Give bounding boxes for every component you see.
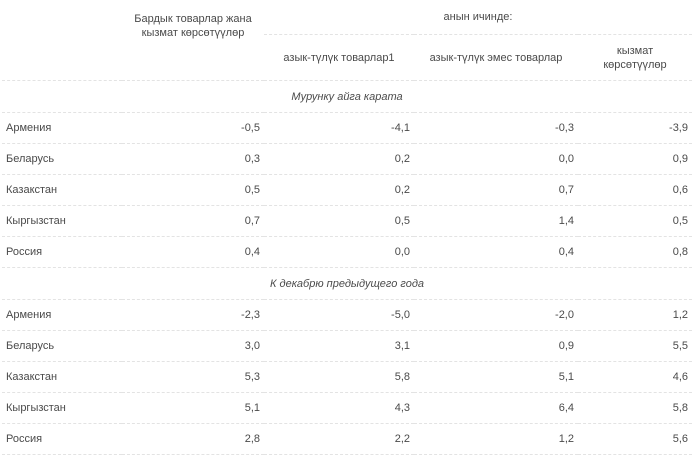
value-cell: 5,5: [578, 330, 692, 362]
header-food-label: азык-түлүк товарлар1: [283, 51, 395, 64]
header-row-sub: азык-түлүк товарлар1 азык-түлүк эмес тов…: [2, 34, 692, 81]
table-row: Армения -0,5 -4,1 -0,3 -3,9: [2, 112, 692, 144]
country-cell: Кыргызстан: [2, 392, 122, 424]
header-services-label: кызмат көрсөтүүлөр: [603, 44, 667, 71]
value-cell: 0,7: [122, 205, 264, 237]
value-cell: -3,9: [578, 112, 692, 144]
value-cell: 0,4: [122, 236, 264, 268]
value-cell: 0,7: [414, 174, 578, 206]
value-cell: 0,0: [264, 236, 414, 268]
value-cell: 0,5: [122, 174, 264, 206]
value-cell: -4,1: [264, 112, 414, 144]
table-row: Кыргызстан 0,7 0,5 1,4 0,5: [2, 205, 692, 237]
table-row: Беларусь 0,3 0,2 0,0 0,9: [2, 143, 692, 175]
value-cell: -0,3: [414, 112, 578, 144]
section-title: Мурунку айга карата: [2, 80, 692, 113]
value-cell: 0,4: [414, 236, 578, 268]
value-cell: 0,9: [414, 330, 578, 362]
country-cell: Армения: [2, 112, 122, 144]
value-cell: -5,0: [264, 299, 414, 331]
country-cell: Беларусь: [2, 330, 122, 362]
value-cell: 1,2: [578, 299, 692, 331]
value-cell: 1,2: [414, 423, 578, 455]
value-cell: 5,3: [122, 361, 264, 393]
header-including: анын ичинде:: [264, 0, 692, 35]
header-empty: [2, 0, 122, 81]
section-header: Мурунку айга карата: [2, 80, 692, 113]
value-cell: 0,8: [578, 236, 692, 268]
country-cell: Казакстан: [2, 361, 122, 393]
value-cell: 4,3: [264, 392, 414, 424]
value-cell: 0,5: [578, 205, 692, 237]
value-cell: -2,0: [414, 299, 578, 331]
header-nonfood-label: азык-түлүк эмес товарлар: [429, 51, 563, 64]
value-cell: 0,2: [264, 143, 414, 175]
value-cell: -0,5: [122, 112, 264, 144]
table-row: Казакстан 0,5 0,2 0,7 0,6: [2, 174, 692, 206]
value-cell: 0,0: [414, 143, 578, 175]
header-food: азык-түлүк товарлар1: [264, 34, 414, 81]
value-cell: 2,2: [264, 423, 414, 455]
value-cell: 0,2: [264, 174, 414, 206]
value-cell: 1,4: [414, 205, 578, 237]
section-title: К декабрю предыдущего года: [2, 267, 692, 300]
table-row: Россия 0,4 0,0 0,4 0,8: [2, 236, 692, 268]
table-row: Казакстан 5,3 5,8 5,1 4,6: [2, 361, 692, 393]
value-cell: 0,5: [264, 205, 414, 237]
value-cell: 3,0: [122, 330, 264, 362]
value-cell: 0,9: [578, 143, 692, 175]
table-row: Беларусь 3,0 3,1 0,9 5,5: [2, 330, 692, 362]
header-all-goods-label: Бардык товарлар жана кызмат көрсөтүүлөр: [134, 13, 252, 39]
table-row: Россия 2,8 2,2 1,2 5,6: [2, 423, 692, 455]
table-row: Кыргызстан 5,1 4,3 6,4 5,8: [2, 392, 692, 424]
country-cell: Кыргызстан: [2, 205, 122, 237]
country-cell: Россия: [2, 236, 122, 268]
section-header: К декабрю предыдущего года: [2, 267, 692, 300]
value-cell: 0,6: [578, 174, 692, 206]
country-cell: Казакстан: [2, 174, 122, 206]
header-all-goods: Бардык товарлар жана кызмат көрсөтүүлөр: [122, 0, 264, 81]
value-cell: 5,6: [578, 423, 692, 455]
country-cell: Беларусь: [2, 143, 122, 175]
value-cell: 5,1: [122, 392, 264, 424]
value-cell: 6,4: [414, 392, 578, 424]
value-cell: 5,8: [578, 392, 692, 424]
header-including-label: анын ичинде:: [443, 11, 513, 23]
value-cell: 5,1: [414, 361, 578, 393]
value-cell: 3,1: [264, 330, 414, 362]
country-cell: Россия: [2, 423, 122, 455]
header-nonfood: азык-түлүк эмес товарлар: [414, 34, 578, 81]
table-row: Армения -2,3 -5,0 -2,0 1,2: [2, 299, 692, 331]
value-cell: 4,6: [578, 361, 692, 393]
header-services: кызмат көрсөтүүлөр: [578, 34, 692, 81]
value-cell: 0,3: [122, 143, 264, 175]
header-row-top: Бардык товарлар жана кызмат көрсөтүүлөр …: [2, 0, 692, 81]
value-cell: -2,3: [122, 299, 264, 331]
country-cell: Армения: [2, 299, 122, 331]
value-cell: 2,8: [122, 423, 264, 455]
value-cell: 5,8: [264, 361, 414, 393]
